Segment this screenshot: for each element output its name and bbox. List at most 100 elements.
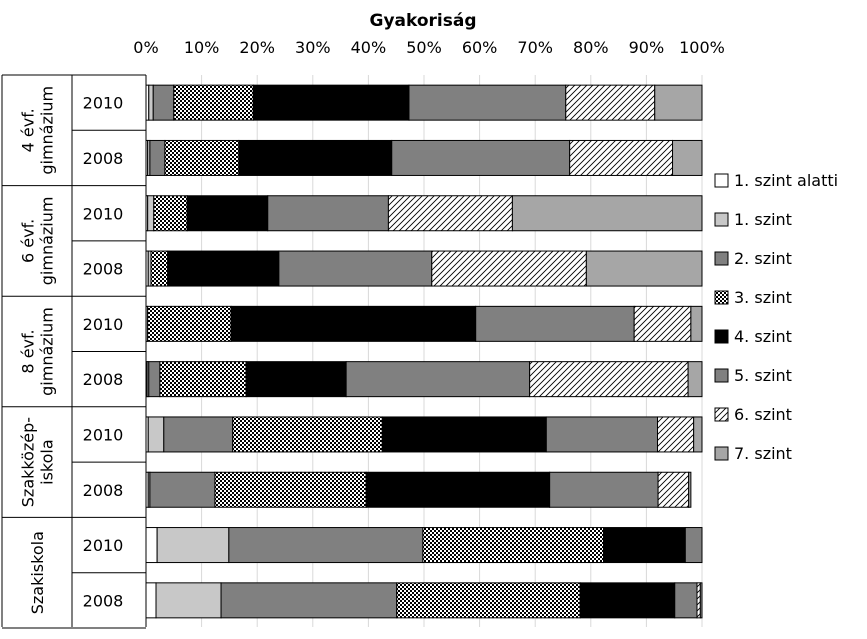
x-tick-label: 100% xyxy=(679,38,725,57)
bar-segment xyxy=(511,195,703,232)
bar-segment xyxy=(549,471,659,508)
row-label: 2010 xyxy=(83,536,124,555)
row-label: 2008 xyxy=(83,260,124,279)
row-label: 2010 xyxy=(83,315,124,334)
bar-segment xyxy=(603,527,686,564)
bar-segment xyxy=(569,139,674,176)
x-tick-label: 70% xyxy=(517,38,553,57)
x-tick-label: 30% xyxy=(295,38,331,57)
bar-segment xyxy=(148,361,161,398)
bar-segment xyxy=(214,471,367,508)
x-tick-label: 0% xyxy=(133,38,158,57)
bar-segment xyxy=(164,139,240,176)
bar-segment xyxy=(155,582,222,619)
x-tick-label: 90% xyxy=(629,38,665,57)
bar-segment xyxy=(245,361,347,398)
bar-segment xyxy=(391,139,571,176)
group-label: 6 évf.gimnázium xyxy=(19,197,57,286)
bar-segment xyxy=(684,527,703,564)
legend-label: 4. szint xyxy=(734,327,792,346)
bar-segment xyxy=(693,416,703,453)
bar-segment xyxy=(147,195,155,232)
bar-segment xyxy=(396,582,581,619)
legend-label: 7. szint xyxy=(734,444,792,463)
bar-segment xyxy=(145,582,157,619)
bar-segment xyxy=(408,84,567,121)
bar-segment xyxy=(149,471,216,508)
bar-segment xyxy=(565,84,656,121)
chart-title: Gyakoriság xyxy=(369,11,476,31)
bar-segment xyxy=(156,527,230,564)
bar-segment xyxy=(345,361,531,398)
bar-segment xyxy=(674,582,698,619)
legend-swatch xyxy=(714,212,729,227)
bar-segment xyxy=(422,527,605,564)
bar-segment xyxy=(585,250,703,287)
x-tick-label: 80% xyxy=(573,38,609,57)
legend-swatch xyxy=(714,290,729,305)
bar-segment xyxy=(365,471,551,508)
legend-label: 3. szint xyxy=(734,288,792,307)
legend-swatch xyxy=(714,251,729,266)
bar-segment xyxy=(153,195,188,232)
bar-segment xyxy=(150,250,169,287)
legend-label: 6. szint xyxy=(734,405,792,424)
bar-segment xyxy=(163,416,234,453)
bar-segment xyxy=(152,84,175,121)
bar-segment xyxy=(220,582,398,619)
legend-swatch xyxy=(714,173,729,188)
bar-segment xyxy=(230,305,477,342)
bar-segment xyxy=(149,139,166,176)
bar-segment xyxy=(238,139,393,176)
bar-segment xyxy=(145,527,158,564)
legend-swatch xyxy=(714,407,729,422)
bar-segment xyxy=(186,195,269,232)
group-label: 4 évf.gimnázium xyxy=(19,86,57,175)
x-tick-label: 10% xyxy=(184,38,220,57)
x-tick-label: 20% xyxy=(239,38,275,57)
bar-segment xyxy=(657,471,690,508)
bar-segment xyxy=(529,361,689,398)
bar-segment xyxy=(159,361,247,398)
bar-segment xyxy=(545,416,659,453)
row-label: 2008 xyxy=(83,481,124,500)
bar-segment xyxy=(173,84,254,121)
bar-segment xyxy=(252,84,410,121)
bar-segment xyxy=(387,195,513,232)
group-label: 8 évf.gimnázium xyxy=(19,307,57,396)
bar-segment xyxy=(381,416,547,453)
x-tick-label: 50% xyxy=(406,38,442,57)
bar-segment xyxy=(579,582,676,619)
row-label: 2010 xyxy=(83,425,124,444)
row-label: 2010 xyxy=(83,204,124,223)
bar-segment xyxy=(431,250,587,287)
legend-label: 1. szint xyxy=(734,210,792,229)
bar-segment xyxy=(696,582,701,619)
bar-segment xyxy=(672,139,703,176)
row-label: 2010 xyxy=(83,94,124,113)
legend-label: 1. szint alatti xyxy=(734,171,838,190)
bar-segment xyxy=(167,250,280,287)
bar-segment xyxy=(688,471,692,508)
x-tick-label: 40% xyxy=(351,38,387,57)
bar-segment xyxy=(633,305,692,342)
bar-segment xyxy=(699,582,703,619)
legend-swatch xyxy=(714,368,729,383)
bar-segment xyxy=(657,416,695,453)
bar-segment xyxy=(475,305,635,342)
group-label: Szakiskola xyxy=(28,531,47,614)
row-label: 2008 xyxy=(83,591,124,610)
legend-label: 2. szint xyxy=(734,249,792,268)
bar-segment xyxy=(147,416,165,453)
group-label: Szakközép-iskola xyxy=(19,417,57,507)
x-tick-label: 60% xyxy=(462,38,498,57)
legend-label: 5. szint xyxy=(734,366,792,385)
legend-swatch xyxy=(714,446,729,461)
row-label: 2008 xyxy=(83,149,124,168)
bar-segment xyxy=(232,416,383,453)
row-label: 2008 xyxy=(83,370,124,389)
bar-segment xyxy=(147,305,232,342)
bar-segment xyxy=(687,361,703,398)
